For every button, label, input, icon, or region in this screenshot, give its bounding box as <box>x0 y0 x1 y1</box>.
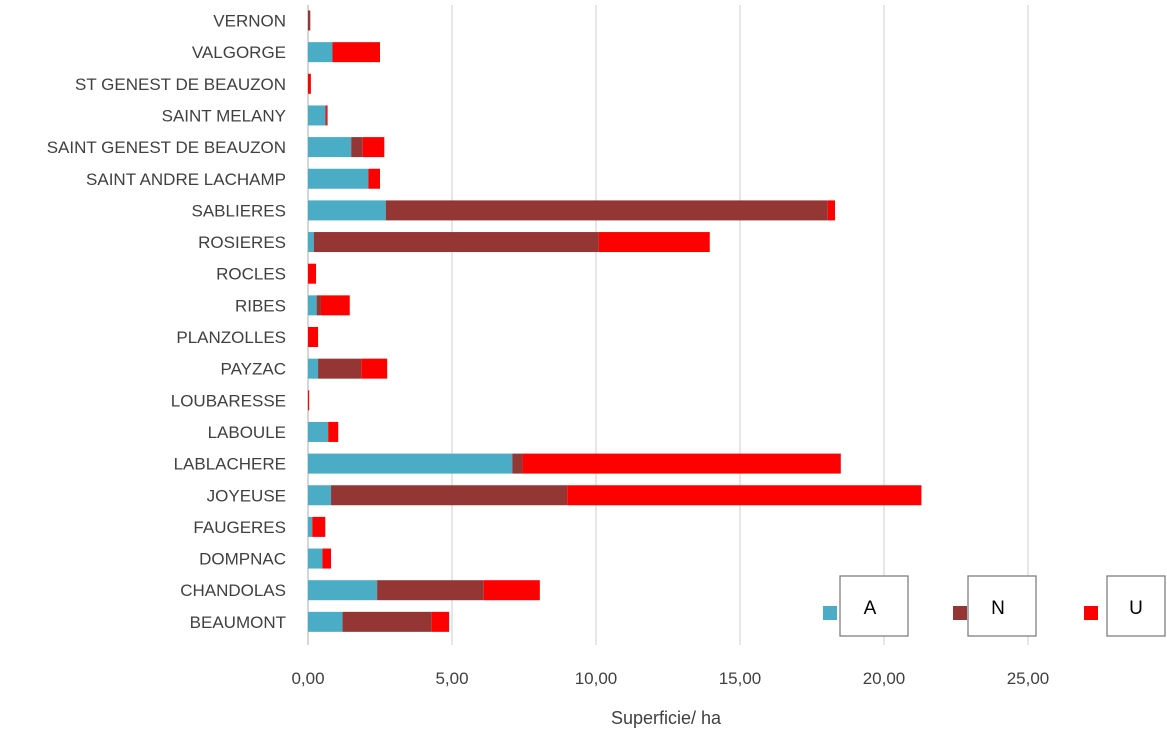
category-label-dompnac: DOMPNAC <box>199 550 286 569</box>
bar-u-joyeuse <box>567 485 922 506</box>
bar-u-lablachere <box>522 453 841 474</box>
bar-a-saint-melany <box>308 105 326 126</box>
category-label-st-genest-de-beauzon: ST GENEST DE BEAUZON <box>75 75 286 94</box>
legend-swatch-u <box>1084 606 1098 620</box>
category-label-sablieres: SABLIERES <box>192 201 287 220</box>
category-label-vernon: VERNON <box>213 12 286 31</box>
category-label-beaumont: BEAUMONT <box>190 613 286 632</box>
category-label-loubaresse: LOUBARESSE <box>171 391 286 410</box>
category-label-rocles: ROCLES <box>216 265 286 284</box>
bar-n-vernon <box>308 10 311 31</box>
x-tick-label-20-00: 20,00 <box>863 669 906 688</box>
bar-u-dompnac <box>322 548 332 569</box>
x-tick-label-25-00: 25,00 <box>1007 669 1050 688</box>
x-axis-title: Superficie/ ha <box>611 708 722 728</box>
bar-u-laboule <box>328 421 339 442</box>
bar-a-joyeuse <box>308 485 332 506</box>
bar-u-saint-genest-de-beauzon <box>362 137 385 158</box>
bar-n-chandolas <box>377 580 484 601</box>
bar-n-beaumont <box>342 611 432 632</box>
category-label-ribes: RIBES <box>235 296 286 315</box>
legend-swatch-a <box>823 606 837 620</box>
bar-n-ribes <box>316 295 321 316</box>
category-label-saint-genest-de-beauzon: SAINT GENEST DE BEAUZON <box>47 138 286 157</box>
bar-u-chandolas <box>483 580 540 601</box>
bar-u-rosieres <box>598 232 710 253</box>
bar-a-payzac <box>308 358 319 379</box>
category-label-rosieres: ROSIERES <box>198 233 286 252</box>
gridlines <box>307 5 1029 645</box>
legend-label-u: U <box>1129 598 1143 619</box>
bar-u-rocles <box>308 263 317 284</box>
bar-u-planzolles <box>308 327 319 347</box>
category-label-valgorge: VALGORGE <box>192 43 286 62</box>
bar-n-saint-melany <box>325 105 327 126</box>
x-tick-label-5-00: 5,00 <box>435 669 468 688</box>
x-tick-label-0-00: 0,00 <box>291 669 324 688</box>
legend-label-box-a <box>839 575 909 637</box>
category-label-chandolas: CHANDOLAS <box>180 581 286 600</box>
bar-n-rosieres <box>313 232 599 253</box>
bar-a-rosieres <box>308 232 314 253</box>
bar-a-ribes <box>308 295 317 316</box>
bar-a-saint-genest-de-beauzon <box>308 137 352 158</box>
bar-u-sablieres <box>827 200 836 221</box>
bar-n-saint-genest-de-beauzon <box>351 137 363 158</box>
category-label-laboule: LABOULE <box>208 423 286 442</box>
legend-label-a: A <box>864 598 877 619</box>
bar-a-saint-andre-lachamp <box>308 168 369 189</box>
bars <box>308 10 922 632</box>
bar-u-loubaresse <box>308 390 310 411</box>
bar-a-dompnac <box>308 548 323 569</box>
legend-label-box-n <box>967 575 1037 637</box>
bar-a-laboule <box>308 421 329 442</box>
bar-a-beaumont <box>308 611 343 632</box>
bar-a-lablachere <box>308 453 513 474</box>
bar-n-lablachere <box>512 453 523 474</box>
bar-n-sablieres <box>385 200 828 221</box>
legend-label-n: N <box>991 598 1005 619</box>
bar-n-payzac <box>318 358 362 379</box>
x-tick-labels: 0,00 5,00 10,00 15,00 20,00 25,00 <box>291 669 1049 688</box>
bar-a-valgorge <box>308 42 333 63</box>
bar-u-st-genest-de-beauzon <box>308 73 311 94</box>
bar-a-sablieres <box>308 200 386 221</box>
bar-u-faugeres <box>312 516 326 537</box>
bar-u-beaumont <box>431 611 450 632</box>
bar-a-chandolas <box>308 580 378 601</box>
bar-a-faugeres <box>308 516 313 537</box>
category-label-saint-andre-lachamp: SAINT ANDRE LACHAMP <box>86 170 286 189</box>
category-labels: VERNON VALGORGE ST GENEST DE BEAUZON SAINT … <box>47 12 286 632</box>
bar-u-saint-andre-lachamp <box>368 168 380 189</box>
category-label-lablachere: LABLACHERE <box>174 455 286 474</box>
x-tick-label-10-00: 10,00 <box>575 669 618 688</box>
bar-u-ribes <box>320 295 350 316</box>
category-label-faugeres: FAUGERES <box>193 518 286 537</box>
category-label-saint-melany: SAINT MELANY <box>162 106 286 125</box>
x-tick-label-15-00: 15,00 <box>719 669 762 688</box>
legend-label-box-u <box>1106 575 1166 637</box>
category-label-payzac: PAYZAC <box>221 360 287 379</box>
category-label-planzolles: PLANZOLLES <box>176 328 286 347</box>
bar-n-joyeuse <box>331 485 568 506</box>
bar-u-saint-melany <box>326 105 328 126</box>
legend-swatch-n <box>953 606 967 620</box>
bar-u-payzac <box>361 358 388 379</box>
category-label-joyeuse: JOYEUSE <box>207 486 286 505</box>
bar-u-valgorge <box>332 42 380 63</box>
